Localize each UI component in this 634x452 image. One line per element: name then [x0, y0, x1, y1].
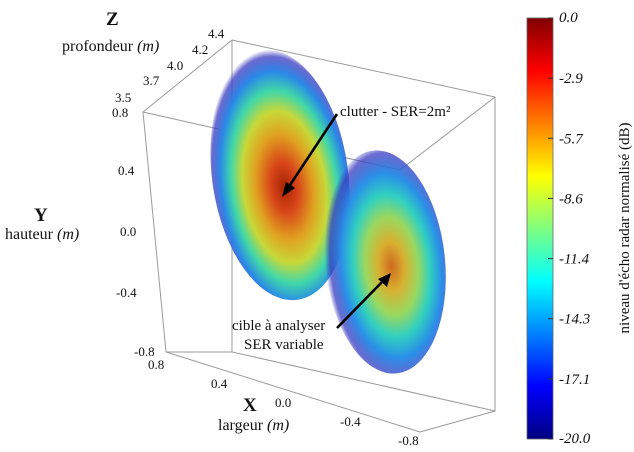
z-tick: 4.2 — [192, 42, 208, 57]
colorbar-tick-label: -2.9 — [559, 71, 583, 87]
colorbar-tick-label: 0.0 — [559, 10, 578, 26]
x-tick: 0.0 — [275, 395, 291, 410]
colorbar-tick-label: -14.3 — [559, 312, 590, 328]
x-axis: 0.8 0.4 0.0 -0.4 -0.8 X largeur (m) — [148, 357, 419, 448]
box-edge-top-left — [142, 39, 233, 113]
box-edge-right — [399, 96, 496, 171]
x-tick: -0.8 — [398, 433, 419, 448]
box-edge-front-right — [419, 410, 496, 433]
y-axis-letter: Y — [34, 205, 48, 226]
colorbar-gradient — [526, 17, 554, 440]
z-tick: 3.5 — [115, 90, 131, 105]
clutter-annotation: clutter - SER=2m² — [282, 104, 451, 197]
z-tick: 4.0 — [167, 58, 183, 73]
colorbar-tick-label: -8.6 — [559, 191, 583, 207]
cible-label-line1: cible à analyser — [232, 318, 325, 334]
colorbar: 0.0 -2.9 -5.7 -8.6 -11.4 -14.3 -17.1 -20.0 nive… — [526, 10, 633, 447]
z-axis-label: profondeur — [62, 38, 134, 55]
y-axis-title: hauteur (m) — [5, 226, 79, 243]
z-axis-title: profondeur (m) — [62, 38, 159, 55]
x-axis-unit: (m) — [267, 417, 289, 434]
cible-blob — [324, 150, 446, 374]
y-tick: 0.4 — [118, 163, 135, 178]
y-tick: -0.8 — [134, 344, 155, 359]
y-tick: -0.4 — [116, 285, 137, 300]
clutter-arrow-head — [282, 182, 295, 197]
x-tick: -0.4 — [340, 414, 361, 429]
cible-arrow — [336, 281, 383, 329]
colorbar-ticks: 0.0 -2.9 -5.7 -8.6 -11.4 -14.3 -17.1 -20.0 — [548, 10, 591, 447]
y-tick: 0.0 — [120, 224, 136, 239]
cible-arrow-head — [378, 273, 391, 287]
x-axis-label: largeur — [218, 417, 264, 434]
colorbar-tick-label: -5.7 — [559, 131, 584, 147]
y-tick: 0.8 — [112, 105, 128, 120]
x-tick: 0.8 — [148, 357, 164, 372]
z-axis: Z profondeur (m) 3.5 3.7 4.0 4.2 4.4 — [62, 9, 225, 105]
z-axis-letter: Z — [106, 9, 119, 30]
x-tick: 0.4 — [211, 376, 228, 391]
box-edge-left — [142, 111, 167, 353]
box-edge-bottom — [165, 351, 421, 433]
clutter-arrow — [288, 113, 339, 186]
colorbar-tick-label: -17.1 — [559, 372, 590, 388]
z-tick: 4.4 — [208, 26, 225, 41]
cible-label-line2: SER variable — [244, 337, 324, 353]
cible-annotation: cible à analyser SER variable — [232, 273, 391, 353]
clutter-label: clutter - SER=2m² — [340, 104, 451, 120]
colorbar-tick-label: -11.4 — [559, 252, 590, 268]
colorbar-label: niveau d'écho radar normalisé (dB) — [617, 123, 633, 334]
y-axis-unit: (m) — [57, 226, 79, 243]
x-axis-title: largeur (m) — [218, 417, 289, 434]
z-tick: 3.7 — [143, 73, 160, 88]
y-axis-label: hauteur — [5, 226, 54, 243]
z-axis-unit: (m) — [137, 38, 159, 55]
colorbar-tick-label: -20.0 — [559, 431, 591, 447]
x-axis-letter: X — [243, 395, 257, 416]
clutter-blob — [210, 49, 350, 301]
y-axis: Y hauteur (m) 0.8 0.4 0.0 -0.4 -0.8 — [5, 105, 155, 359]
